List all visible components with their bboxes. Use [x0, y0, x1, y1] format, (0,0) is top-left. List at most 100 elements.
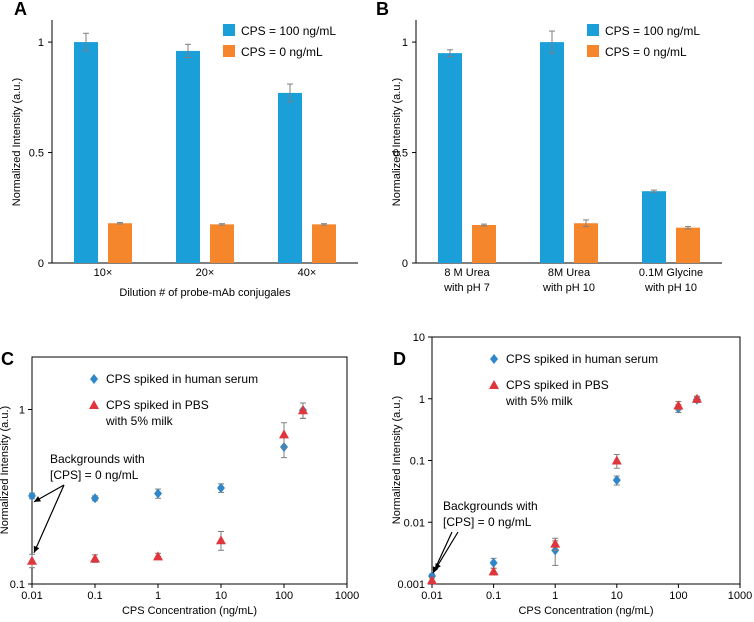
legend-swatch — [587, 24, 599, 36]
category-label: with pH 10 — [644, 282, 697, 294]
legend-label: CPS spiked in human serum — [506, 352, 658, 366]
category-label: 20× — [196, 267, 215, 279]
x-tick-label: 1 — [552, 590, 558, 602]
legend-label: with 5% milk — [505, 394, 574, 408]
legend-label: CPS spiked in PBS — [106, 398, 209, 412]
x-tick-label: 10 — [611, 590, 623, 602]
category-label: 8M Urea — [548, 267, 591, 279]
annotation-text: Backgrounds with — [443, 499, 538, 513]
bar — [210, 224, 234, 263]
legend-marker-pbs — [89, 400, 99, 409]
y-tick-label: 0.001 — [397, 579, 425, 591]
bar — [642, 191, 666, 263]
legend-swatch — [587, 45, 599, 57]
data-point-pbs — [488, 566, 499, 576]
y-tick-label: 1 — [19, 405, 25, 417]
category-label: 8 M Urea — [444, 267, 490, 279]
y-tick-label: 0.5 — [29, 148, 44, 160]
category-label: 0.1M Glycine — [639, 267, 703, 279]
annotation-text: Backgrounds with — [50, 452, 145, 466]
data-point-serum — [489, 557, 498, 568]
bar — [574, 223, 598, 263]
panel-b: B 0 0.5 1 Normalized Intensity (a.u.) 8 M Ure… — [376, 0, 722, 294]
legend-marker-serum — [90, 374, 98, 384]
data-point-serum — [217, 482, 225, 493]
y-tick-label: 0 — [402, 258, 408, 270]
x-tick-label: 1000 — [335, 590, 359, 602]
bar — [74, 42, 98, 263]
x-tick-label: 10 — [215, 590, 227, 602]
bar — [438, 53, 462, 263]
data-point-serum — [91, 493, 99, 504]
x-tick-label: 1 — [155, 590, 161, 602]
annotation-text: [CPS] = 0 ng/mL — [443, 515, 532, 529]
data-point-pbs — [550, 538, 561, 548]
arrow-head — [34, 496, 41, 502]
legend-swatch — [223, 45, 235, 57]
x-tick-label: 0.01 — [421, 590, 442, 602]
x-tick-label: 0.01 — [21, 590, 42, 602]
category-label: with pH 10 — [542, 282, 595, 294]
arrow-head — [432, 566, 439, 574]
y-tick-label: 0.01 — [404, 517, 425, 529]
legend-label: CPS = 100 ng/mL — [241, 24, 336, 38]
annotation-text: [CPS] = 0 ng/mL — [50, 468, 139, 482]
y-tick-label: 0.1 — [410, 456, 425, 468]
x-tick-label: 0.1 — [87, 590, 102, 602]
data-point-pbs — [27, 555, 37, 565]
x-tick-label: 0.1 — [486, 590, 501, 602]
data-point-pbs — [153, 551, 163, 561]
category-label: 10× — [94, 267, 113, 279]
annotation-arrow — [33, 484, 65, 553]
arrow-head — [33, 545, 40, 553]
panel-label: D — [393, 349, 406, 369]
data-point-pbs — [673, 400, 684, 410]
x-tick-label: 100 — [669, 590, 687, 602]
legend-label: CPS = 100 ng/mL — [605, 24, 700, 38]
legend-swatch — [223, 24, 235, 36]
annotation-arrow — [434, 531, 459, 571]
panel-label: B — [376, 0, 389, 19]
panel-a: A 0 0.5 1 Normalized Intensity (a.u.) 10× 20× 4… — [11, 0, 358, 299]
y-tick-label: 0 — [38, 258, 44, 270]
category-label: with pH 7 — [443, 282, 490, 294]
panel-label: C — [1, 349, 14, 369]
data-point-pbs — [611, 455, 622, 465]
y-tick-label: 1 — [419, 394, 425, 406]
legend-label: CPS spiked in human serum — [106, 372, 258, 386]
legend-marker-pbs — [489, 380, 499, 389]
bar — [176, 50, 200, 263]
category-label: 40× — [298, 267, 317, 279]
data-point-serum — [28, 490, 36, 501]
panel-label: A — [14, 0, 27, 19]
y-tick-label: 10 — [413, 332, 425, 344]
y-tick-label: 1 — [402, 37, 408, 49]
x-axis-label: Dilution # of probe-mAb conjugales — [119, 287, 291, 299]
y-axis-label: Normalized Intensity (a.u.) — [0, 406, 11, 534]
data-point-pbs — [691, 393, 702, 403]
y-tick-label: 1 — [38, 37, 44, 49]
bar — [108, 223, 132, 263]
y-axis-label: Normalized Intensity (a.u.) — [11, 78, 23, 206]
y-axis-label: Normalized Intensity (a.u.) — [391, 78, 403, 206]
legend-marker-serum — [490, 354, 498, 364]
bar — [540, 42, 564, 263]
legend-label: CPS = 0 ng/mL — [241, 45, 323, 59]
x-tick-label: 1000 — [728, 590, 752, 602]
legend-label: CPS spiked in PBS — [506, 378, 609, 392]
data-point-pbs — [90, 553, 100, 563]
data-point-pbs — [427, 575, 437, 585]
data-point-serum — [612, 475, 621, 486]
y-tick-label: 0.5 — [393, 148, 408, 160]
data-point-pbs — [297, 405, 308, 415]
data-point-serum — [154, 488, 162, 499]
x-tick-label: 100 — [275, 590, 293, 602]
data-point-pbs — [279, 429, 289, 439]
y-tick-label: 0.1 — [10, 579, 25, 591]
plot-frame — [31, 356, 348, 585]
bar — [312, 224, 336, 263]
legend-label: with 5% milk — [105, 414, 174, 428]
